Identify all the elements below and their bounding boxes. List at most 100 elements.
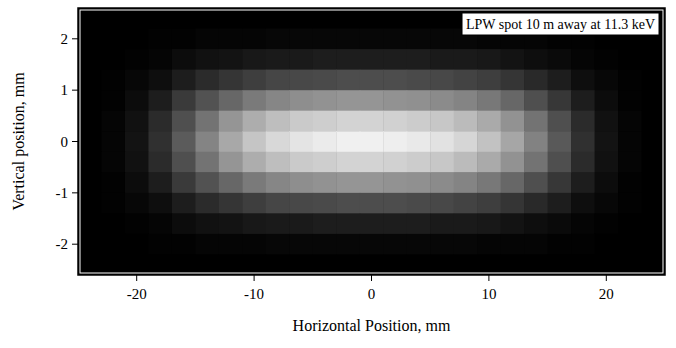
- heatmap-cell: [548, 172, 572, 193]
- heatmap-cell: [195, 254, 219, 275]
- heatmap-cell: [595, 131, 619, 152]
- heatmap-cell: [383, 29, 407, 50]
- x-tick: [606, 275, 607, 281]
- heatmap-cell: [242, 254, 266, 275]
- x-tick: [371, 275, 372, 281]
- heatmap-cell: [172, 234, 196, 255]
- heatmap-cell: [125, 131, 149, 152]
- heatmap-cell: [148, 90, 172, 111]
- heatmap-cell: [172, 70, 196, 91]
- heatmap-cell: [618, 152, 642, 173]
- heatmap-cell: [101, 172, 125, 193]
- heatmap-cell: [524, 193, 548, 214]
- heatmap-cell: [430, 90, 454, 111]
- heatmap-cell: [289, 29, 313, 50]
- heatmap-cell: [336, 152, 360, 173]
- heatmap-cell: [148, 234, 172, 255]
- heatmap-cell: [219, 90, 243, 111]
- heatmap-cell: [454, 193, 478, 214]
- heatmap-cell: [571, 254, 595, 275]
- heatmap-cell: [148, 152, 172, 173]
- heatmap-cell: [454, 254, 478, 275]
- heatmap-cell: [595, 254, 619, 275]
- heatmap-cell: [477, 70, 501, 91]
- heatmap-cell: [383, 49, 407, 70]
- heatmap-cell: [266, 29, 290, 50]
- heatmap-cell: [148, 131, 172, 152]
- heatmap-cell: [148, 70, 172, 91]
- heatmap-cell: [477, 234, 501, 255]
- heatmap-cell: [454, 131, 478, 152]
- heatmap-cell: [78, 234, 102, 255]
- heatmap-cell: [195, 213, 219, 234]
- heatmap-cell: [148, 193, 172, 214]
- heatmap-cell: [642, 152, 665, 173]
- heatmap-cell: [548, 193, 572, 214]
- heatmap-cell: [289, 111, 313, 132]
- heatmap-cell: [360, 254, 384, 275]
- heatmap-cell: [195, 131, 219, 152]
- heatmap-cell: [336, 8, 360, 29]
- y-tick: [72, 192, 78, 193]
- heatmap-cell: [336, 193, 360, 214]
- heatmap-cell: [266, 8, 290, 29]
- heatmap-cell: [360, 70, 384, 91]
- heatmap-cell: [360, 213, 384, 234]
- heatmap-cell: [618, 213, 642, 234]
- heatmap-cell: [266, 70, 290, 91]
- heatmap-cell: [454, 70, 478, 91]
- heatmap-cell: [148, 111, 172, 132]
- heatmap-cell: [501, 234, 525, 255]
- heatmap-cell: [383, 111, 407, 132]
- heatmap-cell: [407, 234, 431, 255]
- heatmap-cell: [430, 131, 454, 152]
- heatmap-cell: [571, 193, 595, 214]
- heatmap-cell: [101, 152, 125, 173]
- heatmap-cell: [172, 49, 196, 70]
- heatmap-cell: [571, 49, 595, 70]
- heatmap-cell: [595, 111, 619, 132]
- plot-background: [78, 8, 665, 275]
- y-tick: [72, 141, 78, 142]
- heatmap-cell: [289, 49, 313, 70]
- heatmap-cell: [101, 90, 125, 111]
- heatmap-cell: [430, 254, 454, 275]
- x-tick: [254, 275, 255, 281]
- y-tick-label: 2: [61, 31, 69, 47]
- heatmap-cell: [313, 193, 337, 214]
- heatmap-cell: [642, 131, 665, 152]
- heatmap-cell: [618, 131, 642, 152]
- heatmap-cell: [289, 213, 313, 234]
- heatmap-cell: [148, 254, 172, 275]
- heatmap-cell: [618, 193, 642, 214]
- heatmap-cell: [242, 213, 266, 234]
- heatmap-cell: [289, 8, 313, 29]
- heatmap-cell: [219, 213, 243, 234]
- heatmap-cell: [430, 213, 454, 234]
- heatmap-cell: [642, 193, 665, 214]
- heatmap-cell: [524, 152, 548, 173]
- heatmap-cell: [195, 29, 219, 50]
- heatmap-cell: [148, 8, 172, 29]
- y-tick: [72, 38, 78, 39]
- heatmap-cell: [101, 193, 125, 214]
- x-tick-label: 20: [599, 286, 614, 302]
- heatmap-cell: [78, 193, 102, 214]
- heatmap-cell: [242, 131, 266, 152]
- heatmap-cell: [501, 49, 525, 70]
- heatmap-cell: [407, 254, 431, 275]
- heatmap-cell: [642, 213, 665, 234]
- heatmap-cell: [125, 90, 149, 111]
- heatmap-cell: [383, 234, 407, 255]
- heatmap-cell: [407, 70, 431, 91]
- heatmap-cell: [430, 70, 454, 91]
- heatmap-cell: [266, 254, 290, 275]
- heatmap-cell: [172, 152, 196, 173]
- heatmap-cell: [407, 131, 431, 152]
- heatmap-cell: [383, 152, 407, 173]
- heatmap-cell: [430, 152, 454, 173]
- heatmap-cell: [501, 111, 525, 132]
- heatmap-cell: [595, 90, 619, 111]
- heatmap-cell: [477, 254, 501, 275]
- heatmap-cell: [430, 234, 454, 255]
